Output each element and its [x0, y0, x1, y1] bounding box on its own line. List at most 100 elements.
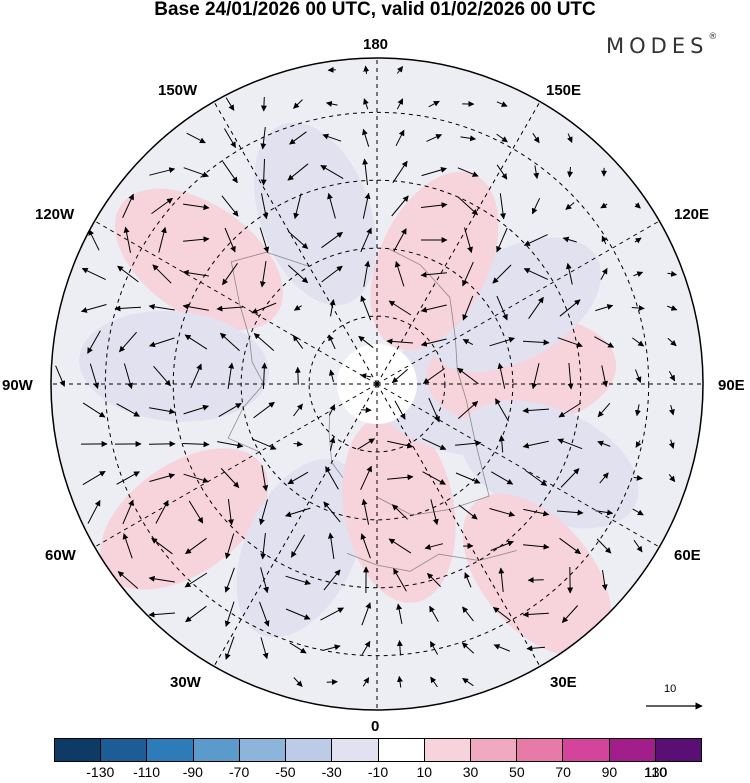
wind-arrow [329, 436, 336, 451]
wind-arrow [391, 195, 409, 217]
wind-arrow [426, 134, 443, 142]
wind-arrow [567, 362, 574, 390]
wind-arrow [489, 336, 515, 347]
wind-arrow [261, 465, 269, 492]
wind-arrow [285, 575, 311, 586]
wind-arrow [221, 195, 239, 217]
meridian-line [376, 220, 660, 385]
wind-arrow [633, 271, 644, 277]
wind-arrow [323, 644, 341, 651]
wind-arrow [149, 337, 175, 348]
wind-arrow [328, 369, 335, 383]
wind-arrow [634, 237, 642, 244]
wind-arrow [557, 337, 583, 348]
wind-arrow [561, 605, 579, 623]
lon-label-150e: 150E [546, 82, 582, 99]
wind-arrow [525, 469, 548, 487]
wind-arrow [522, 339, 550, 346]
wind-arrow [261, 362, 268, 390]
wind-arrow [457, 167, 479, 177]
wind-arrow [498, 567, 505, 592]
wind-arrow [253, 401, 275, 419]
wind-arrow [495, 398, 509, 422]
wind-arrow [158, 226, 167, 253]
wind-arrow [123, 226, 131, 253]
wind-arrow [458, 504, 478, 520]
wind-arrow [259, 601, 270, 627]
wind-arrow [635, 440, 642, 448]
wind-arrow [117, 265, 139, 283]
wind-arrow [493, 644, 511, 652]
colorbar-tick-label: -30 [321, 764, 342, 780]
wind-vectors [55, 65, 678, 688]
wind-arrow [184, 572, 208, 588]
wind-arrow [428, 397, 440, 423]
wind-arrow [325, 101, 338, 107]
wind-arrow [261, 193, 269, 220]
wind-arrow [320, 164, 344, 180]
wind-arrow [393, 568, 407, 592]
wind-arrow [632, 508, 644, 516]
wind-arrow [362, 128, 370, 147]
wind-arrow [668, 370, 676, 382]
wind-arrow [260, 567, 269, 594]
colorbar-swatch [655, 739, 702, 761]
wind-arrow [597, 440, 611, 447]
wind-arrow [323, 501, 341, 523]
wind-arrow [497, 362, 506, 389]
wind-arrow [80, 304, 107, 313]
wind-arrow [116, 471, 140, 485]
wind-arrow [287, 231, 309, 249]
wind-arrow [464, 572, 472, 588]
wind-arrow [388, 538, 412, 554]
wind-arrow [224, 227, 236, 253]
wind-arrow [293, 304, 302, 311]
wind-arrow [122, 533, 133, 559]
wind-arrow [327, 192, 336, 219]
wind-arrow [667, 337, 677, 347]
wind-arrow [293, 193, 302, 220]
wind-arrow [562, 236, 577, 243]
wind-arrow [558, 402, 582, 418]
wind-arrow [325, 466, 339, 490]
wind-arrow [260, 96, 267, 112]
wind-arrow [600, 267, 608, 280]
wind-arrow [361, 498, 370, 525]
wind-arrow [227, 362, 235, 389]
wind-arrow [289, 131, 307, 145]
wind-arrow [287, 163, 309, 181]
wind-arrow [600, 202, 608, 209]
wind-arrow [522, 611, 549, 618]
wind-arrow [218, 402, 242, 418]
wind-arrow [559, 537, 581, 555]
wind-arrow [293, 403, 303, 417]
colorbar-tick-label: 70 [555, 764, 571, 780]
colorbar-swatch [55, 739, 102, 761]
anomaly-iceland-low [236, 458, 365, 638]
wind-arrow [224, 636, 235, 660]
wind-arrow [360, 295, 372, 321]
lon-label-120w: 120W [35, 206, 75, 223]
wind-arrow [183, 167, 209, 178]
wind-arrow [219, 332, 240, 352]
wind-arrow [391, 504, 408, 520]
wind-arrow [523, 234, 548, 246]
wind-arrow [498, 435, 505, 453]
colorbar-tick-label: -90 [182, 764, 203, 780]
wind-arrow [224, 567, 235, 593]
wind-arrow [420, 304, 447, 313]
wind-arrow [363, 98, 369, 110]
wind-arrow [88, 229, 100, 251]
wind-arrow [668, 439, 675, 449]
wind-arrow [149, 407, 176, 415]
wind-arrow [185, 537, 207, 555]
wind-arrow [421, 438, 447, 450]
colorbar-swatch [286, 739, 333, 761]
wind-arrow [533, 165, 540, 180]
wind-arrow [260, 637, 269, 660]
wind-arrow [422, 368, 445, 384]
lon-label-30w: 30W [170, 674, 201, 691]
wind-arrow [260, 158, 267, 186]
wind-arrow [496, 164, 508, 180]
wind-arrow [253, 333, 275, 351]
